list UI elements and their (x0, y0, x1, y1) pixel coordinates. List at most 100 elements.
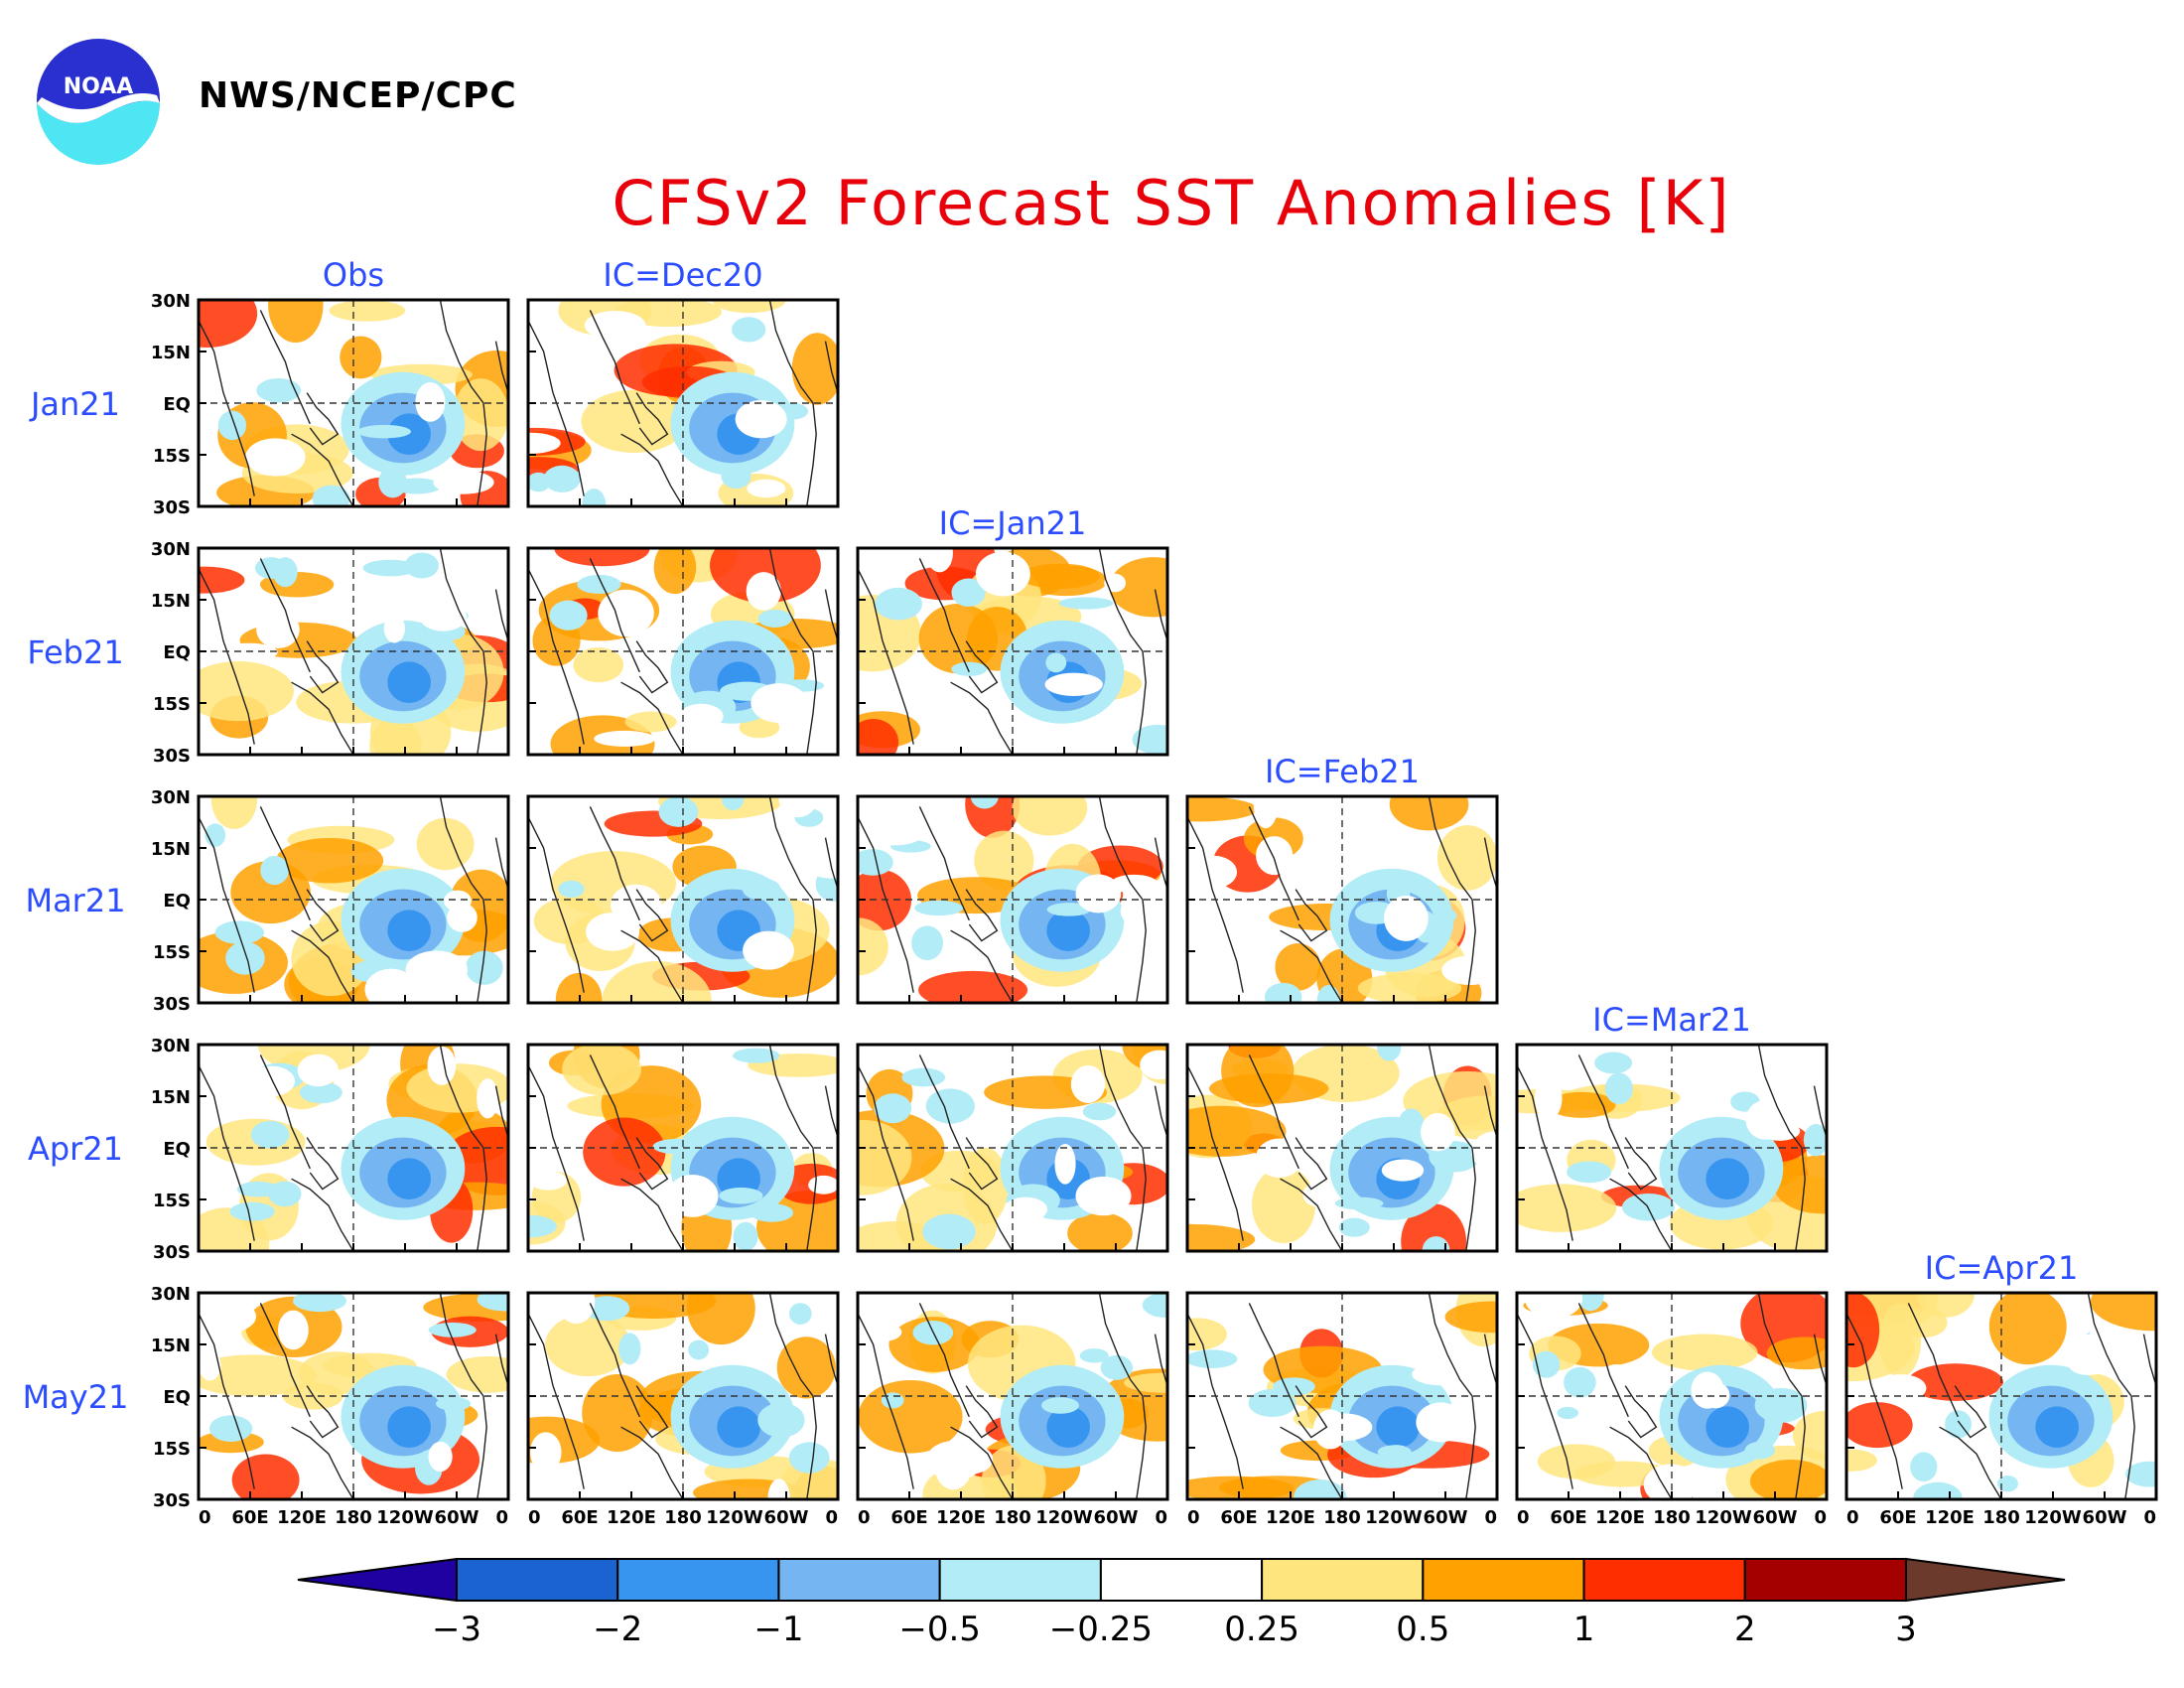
neutral-patch (245, 438, 306, 477)
colorbar-tick-label: −3 (432, 1610, 481, 1649)
coastline (858, 568, 914, 745)
anomaly-map-panel: 0 60E 120E 180 120W 60W 0 (856, 1291, 1169, 1528)
neutral-patch (1534, 1076, 1563, 1120)
coastline (620, 1426, 684, 1499)
coastline (950, 929, 1014, 1003)
neutral-patch (1517, 1227, 1551, 1247)
coastline (635, 1385, 669, 1439)
coastline (1428, 796, 1476, 1003)
warm-anomaly-patch (1444, 1301, 1497, 1334)
cold-anomaly-patch (788, 1303, 812, 1325)
warm-anomaly-patch (199, 1354, 318, 1397)
coastline (965, 1385, 999, 1439)
coastline (1187, 1064, 1244, 1241)
column-header: IC=Apr21 (1925, 1249, 2079, 1287)
column-header: Obs (323, 256, 384, 294)
longitude-tick-label: 180 (664, 1507, 702, 1528)
cold-anomaly-patch (208, 1415, 253, 1442)
neutral-patch (219, 642, 278, 662)
coastline (439, 1293, 487, 1499)
cold-anomaly-patch (1910, 1452, 1938, 1482)
coastline (1280, 1178, 1343, 1251)
neutral-patch (247, 1065, 296, 1097)
warm-anomaly-patch (1187, 796, 1258, 822)
cold-anomaly-patch (1187, 1349, 1238, 1368)
cold-anomaly-patch (1041, 1397, 1079, 1414)
neutral-patch (608, 1214, 628, 1251)
neutral-patch (1075, 1176, 1132, 1216)
cold-anomaly-patch (717, 1406, 760, 1448)
coastline (965, 640, 999, 694)
cold-anomaly-patch (719, 1187, 763, 1204)
cold-anomaly-patch (362, 559, 419, 577)
cold-anomaly-patch (688, 1339, 710, 1360)
cold-anomaly-patch (881, 1392, 904, 1409)
coastline (259, 1303, 311, 1418)
cold-anomaly-patch (858, 849, 893, 876)
neutral-patch (584, 310, 646, 341)
cold-anomaly-patch (1706, 1406, 1750, 1448)
neutral-patch (447, 903, 478, 932)
neutral-patch (975, 551, 1030, 597)
neutral-patch (1416, 1402, 1466, 1443)
warm-anomaly-patch (1436, 825, 1497, 891)
anomaly-map-panel (856, 794, 1169, 1005)
coastline (494, 341, 508, 393)
cold-anomaly-patch (528, 472, 551, 492)
neutral-patch (199, 1350, 221, 1381)
neutral-patch (598, 589, 654, 637)
coastline (824, 1334, 838, 1386)
colorbar: −3 −2 −1 −0.5 −0.25 0.25 0.5 1 2 3 (297, 1557, 2066, 1649)
coastline (768, 1045, 817, 1251)
neutral-patch (529, 1171, 568, 1191)
longitude-tick-label: 180 (335, 1507, 372, 1528)
warm-anomaly-patch (653, 548, 697, 595)
cold-anomaly-patch (312, 485, 350, 506)
coastline (824, 1085, 838, 1138)
cold-anomaly-patch (1264, 982, 1302, 1003)
coastline (1483, 1334, 1497, 1386)
cold-anomaly-patch (951, 578, 986, 607)
colorbar-tick-label: −0.25 (1049, 1610, 1153, 1649)
neutral-patch (948, 1444, 994, 1475)
neutral-patch (1702, 1382, 1730, 1409)
noaa-logo-text: NOAA (64, 74, 134, 99)
coastline (1295, 889, 1328, 942)
neutral-patch (1253, 796, 1279, 829)
coastline (1098, 796, 1147, 1003)
cold-anomaly-patch (2125, 1461, 2156, 1487)
coastline (494, 589, 508, 641)
neutral-patch (528, 432, 561, 454)
coastline (306, 1137, 340, 1191)
longitude-tick-label: 120E (1266, 1507, 1315, 1528)
latitude-tick-label: 30N (151, 291, 191, 312)
row-label: Feb21 (27, 633, 123, 671)
cold-anomaly-patch (1338, 1217, 1370, 1237)
anomaly-map-panel: 0 60E 120E 180 120W 60W 0 (1844, 1291, 2158, 1528)
neutral-patch (660, 1351, 681, 1369)
colorbar-tick-label: 0.5 (1396, 1610, 1449, 1649)
cold-anomaly-patch (911, 925, 943, 961)
colorbar-swatch (1099, 1558, 1264, 1602)
neutral-patch (313, 734, 344, 755)
latitude-tick-label: EQ (163, 1387, 191, 1408)
coastline (589, 1055, 640, 1170)
cold-anomaly-patch (256, 377, 302, 403)
neutral-patch (1421, 1112, 1455, 1152)
neutral-patch (1786, 1081, 1827, 1119)
coastline (1813, 1085, 1827, 1138)
neutral-patch (1004, 1196, 1048, 1222)
warm-anomaly-patch (1899, 1307, 1948, 1338)
warm-anomaly-patch (231, 1454, 300, 1499)
neutral-patch (1313, 1413, 1373, 1442)
longitude-tick-label: 0 (199, 1507, 211, 1528)
coastline (306, 1385, 340, 1439)
colorbar-tick-label: 0.25 (1224, 1610, 1299, 1649)
warm-anomaly-patch (776, 1336, 836, 1399)
coastline (1846, 1313, 1903, 1489)
warm-anomaly-patch (1401, 1203, 1467, 1251)
coastline (528, 1064, 585, 1241)
cold-anomaly-patch (1142, 1293, 1167, 1318)
neutral-patch (477, 1078, 499, 1119)
warm-anomaly-patch (1208, 1072, 1329, 1104)
